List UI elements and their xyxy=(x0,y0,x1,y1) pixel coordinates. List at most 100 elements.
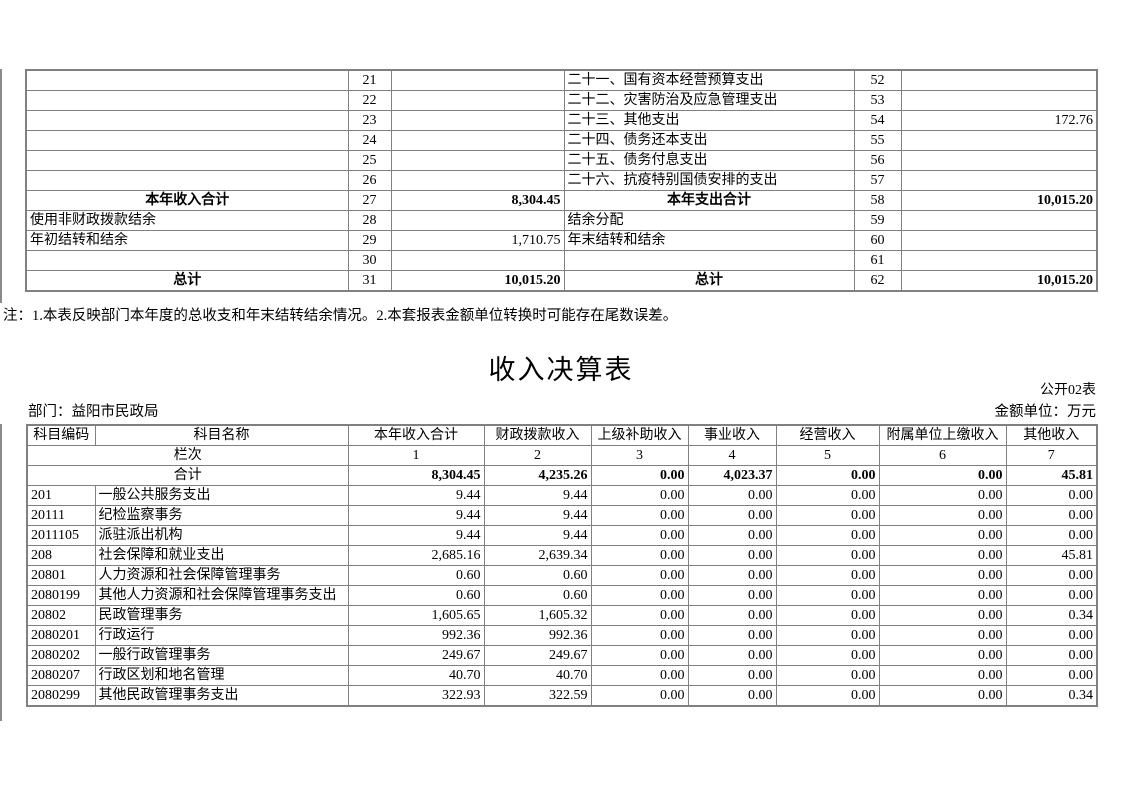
amount-cell: 172.76 xyxy=(900,110,1098,131)
amount-cell: 0.00 xyxy=(775,585,880,606)
row-number-cell: 56 xyxy=(853,150,902,171)
amount-cell: 0.00 xyxy=(775,605,880,626)
row-number-cell: 61 xyxy=(853,250,902,271)
income-row: 2080201 行政运行 992.36 992.36 0.00 0.00 0.00 0.00 0… xyxy=(26,625,1098,646)
subject-code-cell: 20802 xyxy=(26,605,96,626)
subject-code-cell: 2080202 xyxy=(26,645,96,666)
row-number-cell: 59 xyxy=(853,210,902,231)
column-header: 本年收入合计 xyxy=(347,424,485,446)
amount-cell: 0.00 xyxy=(687,565,777,586)
amount-cell: 10,015.20 xyxy=(390,270,565,292)
amount-cell: 0.00 xyxy=(590,645,689,666)
row-number-cell: 31 xyxy=(347,270,392,292)
item-label-cell: 二十一、国有资本经营预算支出 xyxy=(563,69,855,91)
item-label-cell: 使用非财政拨款结余 xyxy=(25,210,349,231)
column-header: 科目编码 xyxy=(26,424,96,446)
amount-cell: 0.00 xyxy=(687,585,777,606)
amount-cell: 0.34 xyxy=(1005,685,1098,707)
amount-cell: 0.00 xyxy=(878,565,1007,586)
amount-cell: 0.00 xyxy=(687,625,777,646)
item-label-cell: 二十三、其他支出 xyxy=(563,110,855,131)
item-label-cell: 总计 xyxy=(563,270,855,292)
item-label-cell xyxy=(563,250,855,271)
row-number-cell: 55 xyxy=(853,130,902,151)
amount-cell: 0.00 xyxy=(878,485,1007,506)
item-label-cell: 二十四、债务还本支出 xyxy=(563,130,855,151)
summary-row: 26 二十六、抗疫特别国债安排的支出 57 xyxy=(25,170,1098,191)
amount-cell: 9.44 xyxy=(347,485,485,506)
summary-row: 30 61 xyxy=(25,250,1098,271)
column-header: 附属单位上缴收入 xyxy=(878,424,1007,446)
amount-cell: 0.00 xyxy=(687,645,777,666)
amount-cell: 0.00 xyxy=(878,585,1007,606)
column-header: 事业收入 xyxy=(687,424,777,446)
item-label-cell: 本年收入合计 xyxy=(25,190,349,211)
amount-cell: 249.67 xyxy=(483,645,592,666)
subject-code-cell: 20801 xyxy=(26,565,96,586)
row-number-cell: 24 xyxy=(347,130,392,151)
summary-row: 22 二十二、灾害防治及应急管理支出 53 xyxy=(25,90,1098,111)
item-label-cell xyxy=(25,90,349,111)
item-label-cell: 二十六、抗疫特别国债安排的支出 xyxy=(563,170,855,191)
amount-cell: 0.00 xyxy=(1005,665,1098,686)
amount-cell: 0.00 xyxy=(687,545,777,566)
column-header: 科目名称 xyxy=(94,424,349,446)
amount-cell: 0.00 xyxy=(687,605,777,626)
row-number-cell: 54 xyxy=(853,110,902,131)
item-label-cell xyxy=(25,170,349,191)
subject-code-cell: 2080201 xyxy=(26,625,96,646)
subject-name-cell: 行政区划和地名管理 xyxy=(94,665,349,686)
amount-cell: 0.00 xyxy=(775,665,880,686)
amount-cell xyxy=(390,130,565,151)
income-row: 20801 人力资源和社会保障管理事务 0.60 0.60 0.00 0.00 0.00 0.… xyxy=(26,565,1098,586)
row-number-cell: 26 xyxy=(347,170,392,191)
amount-cell: 0.00 xyxy=(1005,505,1098,526)
amount-cell: 9.44 xyxy=(347,525,485,546)
amount-cell: 0.00 xyxy=(878,665,1007,686)
amount-cell: 992.36 xyxy=(347,625,485,646)
subject-code-cell: 2080299 xyxy=(26,685,96,707)
summary-row: 本年收入合计 27 8,304.45 本年支出合计 58 10,015.20 xyxy=(25,190,1098,211)
item-label-cell: 年初结转和结余 xyxy=(25,230,349,251)
income-row: 2080199 其他人力资源和社会保障管理事务支出 0.60 0.60 0.00 0.00… xyxy=(26,585,1098,606)
subject-name-cell: 其他民政管理事务支出 xyxy=(94,685,349,707)
amount-cell: 0.60 xyxy=(483,585,592,606)
page-edge-line xyxy=(0,424,2,721)
column-header: 经营收入 xyxy=(775,424,880,446)
amount-cell xyxy=(390,90,565,111)
amount-cell: 322.93 xyxy=(347,685,485,707)
row-number-cell: 27 xyxy=(347,190,392,211)
amount-cell: 0.60 xyxy=(483,565,592,586)
total-amount-cell: 8,304.45 xyxy=(347,465,485,486)
amount-cell: 0.00 xyxy=(1005,485,1098,506)
amount-cell: 0.00 xyxy=(590,565,689,586)
amount-cell: 9.44 xyxy=(483,505,592,526)
subject-code-cell: 201 xyxy=(26,485,96,506)
amount-cell: 0.00 xyxy=(687,665,777,686)
row-number-cell: 29 xyxy=(347,230,392,251)
item-label-cell xyxy=(25,69,349,91)
total-amount-cell: 0.00 xyxy=(590,465,689,486)
amount-cell: 1,605.65 xyxy=(347,605,485,626)
amount-cell: 0.00 xyxy=(775,485,880,506)
amount-cell xyxy=(390,170,565,191)
subject-code-cell: 2080199 xyxy=(26,585,96,606)
total-amount-cell: 45.81 xyxy=(1005,465,1098,486)
column-index-cell: 3 xyxy=(590,445,689,466)
row-number-cell: 60 xyxy=(853,230,902,251)
amount-cell: 0.00 xyxy=(775,685,880,707)
amount-cell: 0.00 xyxy=(1005,565,1098,586)
amount-cell xyxy=(390,210,565,231)
unit-label: 金额单位：万元 xyxy=(994,404,1097,420)
amount-cell: 0.00 xyxy=(687,525,777,546)
column-index-row: 栏次 1 2 3 4 5 6 7 xyxy=(26,445,1098,466)
item-label-cell: 本年支出合计 xyxy=(563,190,855,211)
lanci-label-cell: 栏次 xyxy=(26,445,349,466)
amount-cell: 0.00 xyxy=(590,605,689,626)
income-row: 201 一般公共服务支出 9.44 9.44 0.00 0.00 0.00 0.00 0.00 xyxy=(26,485,1098,506)
income-row: 20111 纪检监察事务 9.44 9.44 0.00 0.00 0.00 0.00 0.00 xyxy=(26,505,1098,526)
amount-cell: 0.00 xyxy=(590,525,689,546)
subject-name-cell: 派驻派出机构 xyxy=(94,525,349,546)
column-index-cell: 7 xyxy=(1005,445,1098,466)
amount-cell: 10,015.20 xyxy=(900,190,1098,211)
